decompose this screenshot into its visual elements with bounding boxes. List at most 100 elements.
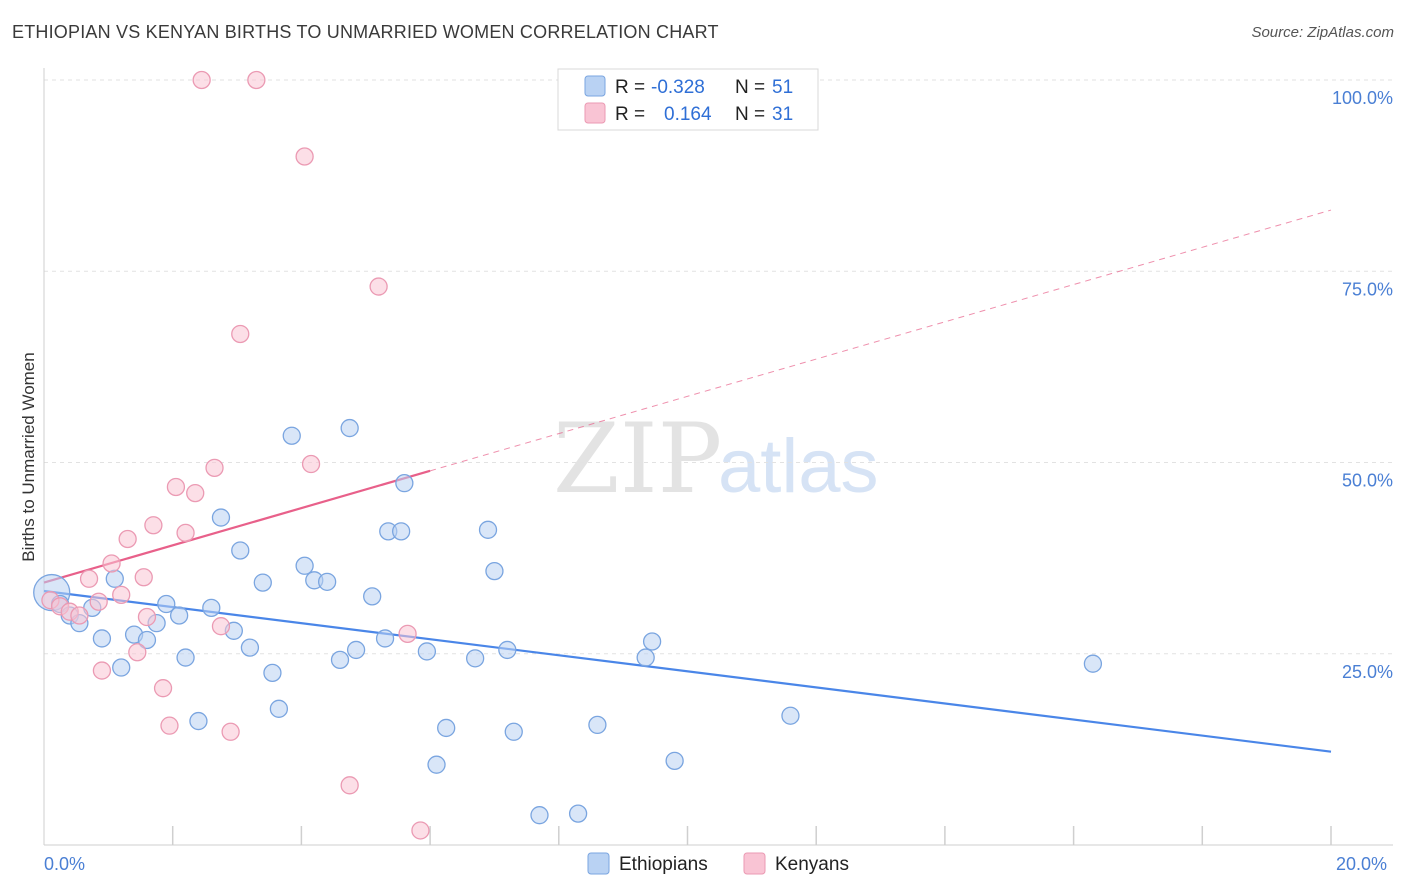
y-tick-labels: 25.0% 50.0% 75.0% 100.0% xyxy=(1332,88,1393,682)
point-ethiopians xyxy=(112,658,131,677)
point-kenyans xyxy=(247,70,266,90)
y-tick-label: 25.0% xyxy=(1342,662,1393,682)
point-ethiopians xyxy=(485,561,504,581)
legend-n-value-2: 31 xyxy=(772,104,793,125)
point-kenyans xyxy=(160,716,179,735)
point-ethiopians xyxy=(642,632,662,651)
chart-title: ETHIOPIAN VS KENYAN BIRTHS TO UNMARRIED … xyxy=(12,22,719,42)
y-tick-label: 50.0% xyxy=(1342,471,1393,491)
legend-n-label-1: N = xyxy=(735,77,765,98)
point-kenyans xyxy=(411,821,430,840)
point-kenyans xyxy=(211,617,231,636)
point-ethiopians xyxy=(92,629,112,648)
point-kenyans xyxy=(301,454,321,474)
watermark-atlas: atlas xyxy=(718,424,879,509)
point-ethiopians xyxy=(363,587,382,606)
point-ethiopians xyxy=(530,806,549,825)
point-ethiopians xyxy=(189,711,208,731)
point-kenyans xyxy=(70,606,89,625)
x-tick-label-min: 0.0% xyxy=(44,854,85,874)
point-ethiopians xyxy=(636,648,655,667)
point-kenyans xyxy=(153,679,173,698)
point-kenyans xyxy=(134,568,153,587)
point-ethiopians xyxy=(282,426,301,445)
point-kenyans xyxy=(192,70,211,90)
point-ethiopians xyxy=(330,650,350,670)
y-axis-label: Births to Unmarried Women xyxy=(19,352,38,561)
x-tick-label-max: 20.0% xyxy=(1336,854,1387,874)
point-ethiopians xyxy=(391,522,411,541)
point-ethiopians xyxy=(269,699,289,718)
point-ethiopians xyxy=(346,640,366,660)
point-kenyans xyxy=(128,643,147,662)
point-ethiopians xyxy=(588,715,607,735)
point-ethiopians xyxy=(240,638,260,657)
y-tick-label: 75.0% xyxy=(1342,279,1393,299)
point-ethiopians xyxy=(169,606,189,625)
trend-line-kenyans xyxy=(43,469,431,584)
trend-line-ethiopians xyxy=(43,589,1332,753)
point-kenyans xyxy=(176,523,195,543)
point-kenyans xyxy=(112,585,131,604)
point-ethiopians xyxy=(157,594,176,614)
point-kenyans xyxy=(118,529,137,549)
point-kenyans xyxy=(186,483,205,503)
point-ethiopians xyxy=(340,418,359,438)
grid-lines xyxy=(44,79,1393,655)
legend-r-label-1: R = xyxy=(615,77,645,98)
legend-swatch-kenyans xyxy=(584,102,606,124)
series-legend-swatch-ethiopians xyxy=(587,852,610,875)
point-ethiopians xyxy=(498,640,517,660)
point-ethiopians xyxy=(504,722,523,741)
correlation-legend: R = -0.328 N = 51 R = 0.164 N = 31 xyxy=(557,68,819,131)
point-ethiopians xyxy=(317,572,337,591)
series-legend: Ethiopians Kenyans xyxy=(587,852,849,875)
point-ethiopians xyxy=(427,755,446,774)
point-kenyans xyxy=(369,277,388,296)
series-legend-label-kenyans: Kenyans xyxy=(775,854,849,875)
point-kenyans xyxy=(92,661,112,680)
point-kenyans xyxy=(231,324,250,344)
point-ethiopians xyxy=(295,556,314,575)
point-kenyans xyxy=(221,722,240,741)
point-kenyans xyxy=(144,516,163,535)
point-ethiopians xyxy=(105,569,124,588)
point-ethiopians xyxy=(263,663,282,683)
trend-line-extension-kenyans xyxy=(429,209,1332,472)
legend-r-value-2: 0.164 xyxy=(664,104,712,125)
point-kenyans xyxy=(205,458,224,478)
legend-r-value-1: -0.328 xyxy=(651,77,705,98)
chart-source: Source: ZipAtlas.com xyxy=(1251,24,1394,41)
point-ethiopians xyxy=(437,718,456,738)
legend-swatch-ethiopians xyxy=(584,75,606,97)
point-kenyans xyxy=(398,624,417,644)
series-legend-label-ethiopians: Ethiopians xyxy=(619,854,708,875)
point-ethiopians xyxy=(781,706,800,725)
point-kenyans xyxy=(79,569,99,588)
point-ethiopians xyxy=(211,508,231,527)
point-ethiopians xyxy=(417,642,437,661)
legend-r-label-2: R = xyxy=(615,104,645,125)
series-legend-swatch-kenyans xyxy=(743,852,766,875)
axes xyxy=(43,68,1393,846)
watermark-zip: ZIP xyxy=(553,403,722,515)
point-ethiopians xyxy=(253,573,272,592)
point-ethiopians xyxy=(478,520,498,539)
point-kenyans xyxy=(166,477,186,497)
point-ethiopians xyxy=(395,474,414,493)
point-kenyans xyxy=(295,147,314,166)
point-ethiopians xyxy=(202,598,221,617)
point-kenyans xyxy=(340,776,359,795)
legend-n-label-2: N = xyxy=(735,104,765,125)
point-ethiopians xyxy=(231,541,250,560)
point-ethiopians xyxy=(465,649,485,668)
y-tick-label: 100.0% xyxy=(1332,88,1393,108)
point-ethiopians xyxy=(176,648,195,667)
point-ethiopians xyxy=(1083,654,1103,673)
point-ethiopians xyxy=(137,630,157,650)
point-kenyans xyxy=(102,554,121,573)
data-points xyxy=(33,70,1103,840)
point-kenyans xyxy=(137,607,157,627)
legend-n-value-1: 51 xyxy=(772,77,793,98)
